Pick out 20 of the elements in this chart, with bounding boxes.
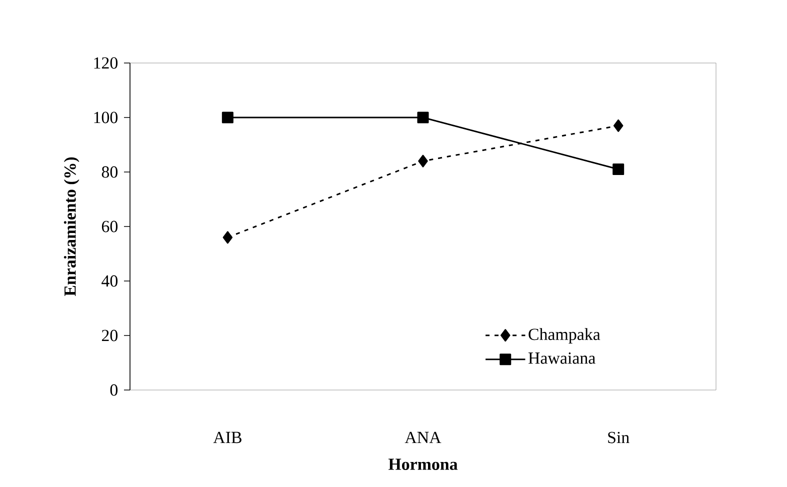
x-tick-label: ANA bbox=[404, 432, 442, 444]
y-tick-label: 20 bbox=[102, 330, 118, 342]
y-tick-label: 60 bbox=[102, 220, 118, 232]
point bbox=[417, 112, 429, 124]
x-tick-label: Sin bbox=[608, 432, 630, 444]
y-tick-label: 0 bbox=[110, 384, 118, 396]
y-axis-title: Enraizamiento (%) bbox=[64, 157, 80, 296]
y-tick-label: 80 bbox=[102, 166, 118, 178]
y-tick-label: 40 bbox=[102, 275, 118, 287]
point bbox=[613, 119, 624, 132]
point bbox=[612, 164, 624, 176]
point bbox=[222, 231, 233, 244]
legend-label: Hawaiana bbox=[528, 352, 596, 364]
point bbox=[222, 112, 234, 124]
x-axis-title: Hormona bbox=[388, 458, 458, 470]
legend-label: Champaka bbox=[528, 328, 600, 344]
x-tick-label: AIB bbox=[213, 432, 242, 444]
y-tick-label: 100 bbox=[94, 112, 118, 124]
point bbox=[418, 154, 428, 168]
y-tick-label: 120 bbox=[94, 57, 118, 69]
